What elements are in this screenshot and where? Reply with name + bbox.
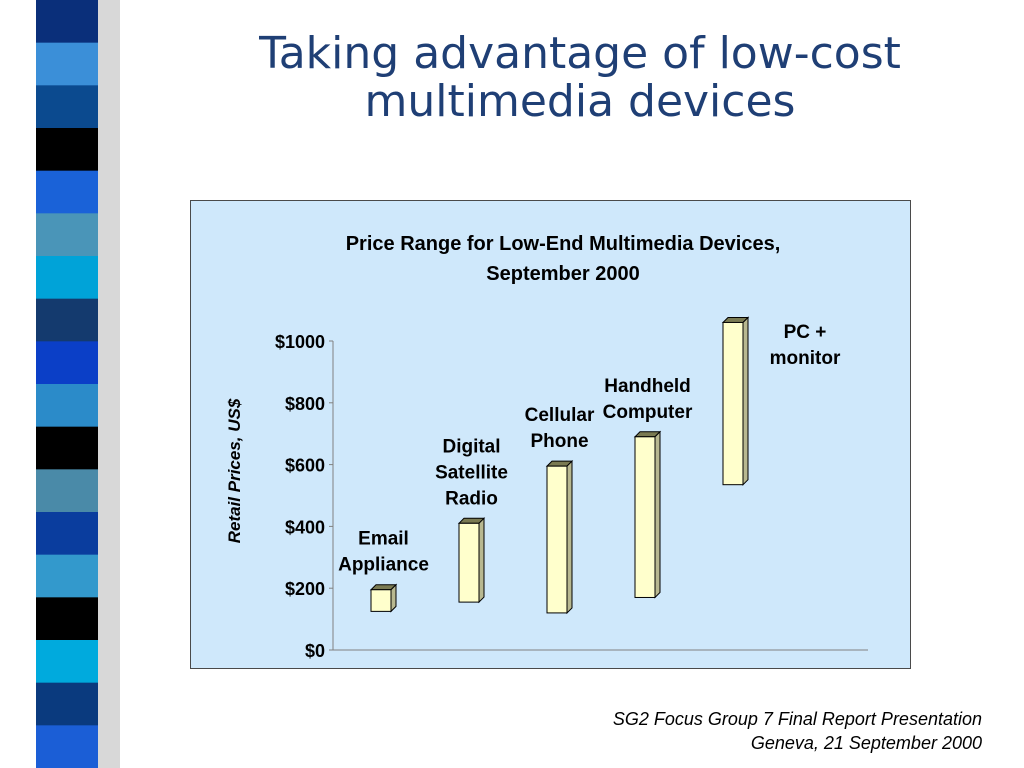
price-range-bar [545, 459, 574, 615]
bar-front-face [634, 436, 656, 598]
strip-block [36, 170, 98, 214]
bar-side-face [390, 583, 397, 613]
strip-block [36, 85, 98, 129]
strip-block [36, 341, 98, 385]
strip-block [36, 512, 98, 556]
bar-category-label: Satellite [435, 462, 508, 483]
bar-category-label: Digital [442, 436, 500, 457]
strip-block [36, 597, 98, 641]
decorative-strip [0, 0, 120, 768]
footer-line-2: Geneva, 21 September 2000 [750, 733, 982, 753]
bar-category-label: Appliance [338, 555, 429, 576]
y-tick-label: $600 [285, 456, 325, 476]
chart-title-line-1: Price Range for Low-End Multimedia Devic… [346, 233, 781, 255]
slide-title: Taking advantage of low-cost multimedia … [200, 30, 960, 126]
strip-margin [0, 0, 36, 768]
y-tick-label: $400 [285, 517, 325, 537]
chart-panel: Price Range for Low-End Multimedia Devic… [190, 200, 911, 669]
y-tick-label: $800 [285, 394, 325, 414]
bar-front-face [370, 589, 392, 612]
bar-category-label: Cellular [525, 405, 595, 426]
bar-side-face [566, 459, 573, 615]
footer-line-1: SG2 Focus Group 7 Final Report Presentat… [612, 709, 982, 729]
bar-front-face [546, 465, 568, 614]
y-tick-label: $200 [285, 579, 325, 599]
bar-category-label: PC + [784, 322, 827, 343]
price-range-bar [457, 517, 486, 604]
strip-block [36, 725, 98, 768]
strip-block [36, 256, 98, 300]
bar-side-face [654, 430, 661, 599]
strip-block [36, 384, 98, 428]
bar-category-label: Computer [603, 402, 693, 423]
bars: Email Appliance Digital Satellite Radio Cellu… [338, 316, 841, 615]
strip-block [36, 213, 98, 257]
strip-block [36, 298, 98, 342]
slide-title-line-2: multimedia devices [364, 76, 796, 127]
price-range-bar [633, 430, 662, 599]
bar-front-face [458, 522, 480, 603]
strip-block [36, 469, 98, 513]
strip-block [36, 42, 98, 86]
bar-category-label: Phone [530, 431, 588, 452]
strip-block [36, 640, 98, 684]
slide-footer: SG2 Focus Group 7 Final Report Presentat… [613, 707, 982, 755]
y-axis-label: Retail Prices, US$ [225, 398, 244, 543]
y-tick-label: $1000 [275, 332, 325, 352]
price-range-chart: Price Range for Low-End Multimedia Devic… [225, 233, 868, 661]
bar-category-label: Email [358, 529, 409, 550]
y-ticks: $0 $200 $400 $600 $800 $1000 [275, 332, 333, 661]
strip-block [36, 682, 98, 726]
bar-category-label: Radio [445, 488, 498, 509]
strip-block [36, 0, 98, 44]
y-tick-label: $0 [305, 641, 325, 661]
chart-title-line-2: September 2000 [486, 263, 639, 285]
bar-category-label: Handheld [604, 376, 691, 397]
bar-side-face [478, 517, 485, 604]
bar-side-face [742, 316, 749, 486]
price-range-bar [369, 583, 398, 613]
slide-title-line-1: Taking advantage of low-cost [259, 28, 901, 79]
price-range-bar [721, 316, 750, 486]
strip-shadow [98, 0, 120, 768]
bar-front-face [722, 321, 744, 486]
strip-block [36, 554, 98, 598]
strip-block [36, 128, 98, 172]
strip-block [36, 426, 98, 470]
bar-category-label: monitor [770, 348, 841, 369]
